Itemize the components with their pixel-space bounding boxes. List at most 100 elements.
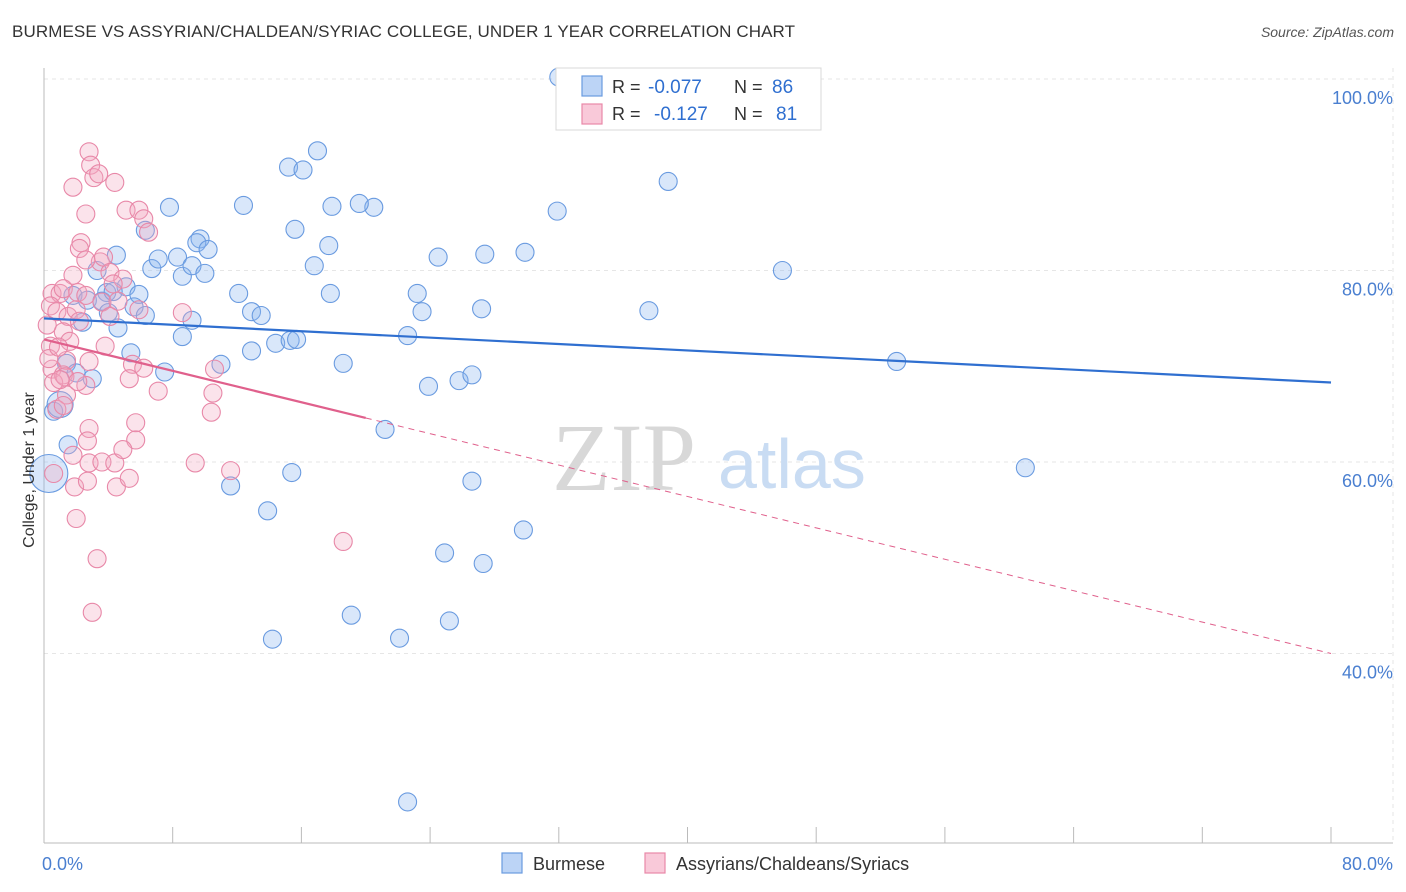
point-burmese-58 <box>241 341 262 361</box>
point-burmese-14 <box>319 236 339 256</box>
point-assyrian-47 <box>148 381 168 401</box>
point-burmese-17 <box>198 239 218 259</box>
point-assyrian-21 <box>53 279 73 299</box>
point-assyrian-39 <box>79 351 99 372</box>
point-assyrian-29 <box>103 274 123 294</box>
point-assyrian-48 <box>203 383 223 403</box>
point-assyrian-17 <box>113 269 133 289</box>
point-burmese-33 <box>229 283 249 304</box>
point-assyrian-28 <box>92 292 112 312</box>
point-burmese-18 <box>428 247 448 267</box>
point-burmese-25 <box>195 263 215 283</box>
point-burmese-16 <box>167 247 188 267</box>
point-burmese-29 <box>772 260 792 281</box>
point-assyrian-26 <box>58 306 78 327</box>
point-burmese-6 <box>547 201 567 221</box>
point-burmese-20 <box>515 242 535 262</box>
point-burmese-76 <box>258 501 278 521</box>
point-burmese-10 <box>307 141 328 161</box>
data-points <box>29 67 1035 812</box>
point-assyrian-23 <box>76 285 96 305</box>
point-assyrian-3 <box>89 164 109 184</box>
point-burmese-72 <box>221 476 241 496</box>
point-assyrian-75 <box>204 359 225 379</box>
point-assyrian-19 <box>42 283 62 304</box>
point-assyrian-64 <box>119 468 139 488</box>
point-assyrian-52 <box>79 418 99 439</box>
legend-swatch-burmese <box>581 75 603 97</box>
y-tick-label-3: 40.0% <box>1342 663 1393 683</box>
correlation-legend: R = -0.077 N = 86 R = -0.127 N = 81 <box>555 67 822 131</box>
chart-source: Source: ZipAtlas.com <box>1260 24 1394 40</box>
point-assyrian-27 <box>66 300 86 320</box>
watermark: ZIP atlas <box>552 404 866 511</box>
x-tick-label-max: 80.0% <box>1342 854 1393 874</box>
point-burmese-77 <box>513 520 533 540</box>
grid-lines: 100.0% 80.0% 60.0% 40.0% <box>44 68 1394 843</box>
point-assyrian-10 <box>139 222 159 242</box>
legend-r-label-1: R = <box>612 77 641 97</box>
legend-n-value-1: 86 <box>772 77 793 98</box>
point-burmese-67 <box>462 365 482 385</box>
point-assyrian-51 <box>201 402 221 422</box>
point-assyrian-30 <box>108 291 128 311</box>
point-burmese-26 <box>304 256 324 276</box>
point-burmese-34 <box>320 283 340 304</box>
y-axis-label: College, Under 1 year <box>21 392 38 548</box>
point-assyrian-77 <box>68 372 88 392</box>
point-burmese-7 <box>658 171 678 192</box>
point-burmese-71 <box>282 462 302 483</box>
point-burmese-23 <box>172 266 192 286</box>
point-assyrian-5 <box>63 177 83 197</box>
point-burmese-9 <box>293 160 313 180</box>
point-burmese-74 <box>1015 458 1035 478</box>
point-burmese-84 <box>398 792 418 812</box>
point-assyrian-78 <box>77 471 97 491</box>
point-assyrian-76 <box>44 463 64 484</box>
legend-n-label-2: N = <box>734 104 763 124</box>
point-burmese-43 <box>251 305 271 326</box>
chart-title: BURMESE VS ASSYRIAN/CHALDEAN/SYRIAC COLL… <box>12 22 796 41</box>
point-assyrian-60 <box>185 453 205 473</box>
point-assyrian-46 <box>119 369 139 389</box>
point-assyrian-15 <box>76 250 96 270</box>
bottom-legend-swatch-assyrian <box>644 852 666 874</box>
trend-lines <box>43 317 1332 654</box>
point-burmese-42 <box>241 302 262 322</box>
point-assyrian-6 <box>76 204 96 224</box>
point-burmese-63 <box>155 362 175 382</box>
point-burmese-82 <box>262 629 282 649</box>
point-assyrian-74 <box>113 440 133 460</box>
y-tick-label-2: 60.0% <box>1342 471 1393 491</box>
point-burmese-47 <box>407 283 427 304</box>
point-burmese-79 <box>473 553 493 574</box>
point-burmese-69 <box>58 435 78 455</box>
trend-line-assyrian-dashed <box>365 417 1332 654</box>
point-assyrian-55 <box>126 430 146 450</box>
bottom-legend-swatch-burmese <box>501 852 523 874</box>
legend-r-value-2: -0.127 <box>654 104 708 125</box>
point-burmese-13 <box>285 219 305 239</box>
point-burmese-75 <box>29 453 69 494</box>
point-burmese-22 <box>148 249 168 269</box>
point-burmese-54 <box>287 329 307 349</box>
point-assyrian-35 <box>129 300 149 320</box>
point-burmese-32 <box>129 284 149 304</box>
point-burmese-45 <box>108 318 128 338</box>
watermark-atlas: atlas <box>718 425 866 503</box>
point-assyrian-31 <box>37 315 57 335</box>
point-burmese-3 <box>322 196 342 216</box>
point-assyrian-65 <box>66 508 86 529</box>
point-burmese-49 <box>472 299 492 319</box>
legend-n-value-2: 81 <box>776 104 797 125</box>
point-assyrian-61 <box>221 461 241 481</box>
point-burmese-51 <box>172 327 192 347</box>
point-burmese-5 <box>349 193 369 214</box>
point-assyrian-66 <box>333 531 353 552</box>
point-burmese-81 <box>439 611 459 631</box>
point-burmese-70 <box>44 401 64 421</box>
trend-line-assyrian-solid <box>43 338 367 420</box>
legend-swatch-assyrian <box>581 103 603 125</box>
legend-r-label-2: R = <box>612 104 641 124</box>
